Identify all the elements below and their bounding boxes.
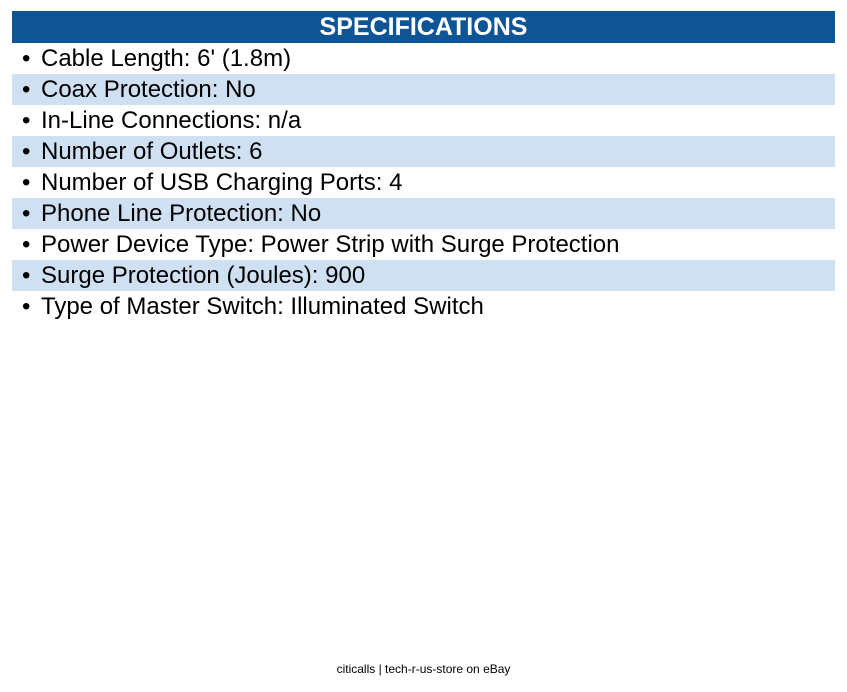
specifications-header: SPECIFICATIONS — [12, 11, 835, 43]
spec-item: • Power Device Type: Power Strip with Sur… — [12, 229, 835, 260]
bullet-icon: • — [22, 45, 31, 72]
spec-item: • Type of Master Switch: Illuminated Swit… — [12, 291, 835, 322]
spec-text: Coax Protection: No — [41, 76, 256, 103]
spec-text: In-Line Connections: n/a — [41, 107, 302, 134]
spec-text: Number of Outlets: 6 — [41, 138, 263, 165]
spec-item: • Coax Protection: No — [12, 74, 835, 105]
footer-credit: citicalls | tech-r-us-store on eBay — [336, 662, 511, 676]
spec-item: • Surge Protection (Joules): 900 — [12, 260, 835, 291]
spec-item: • In-Line Connections: n/a — [12, 105, 835, 136]
specifications-list: • Cable Length: 6' (1.8m) • Coax Protectio… — [12, 43, 835, 322]
bullet-icon: • — [22, 138, 31, 165]
bullet-icon: • — [22, 293, 31, 320]
spec-text: Type of Master Switch: Illuminated Switc… — [41, 293, 484, 320]
bullet-icon: • — [22, 231, 31, 258]
spec-text: Number of USB Charging Ports: 4 — [41, 169, 403, 196]
spec-item: • Cable Length: 6' (1.8m) — [12, 43, 835, 74]
spec-item: • Phone Line Protection: No — [12, 198, 835, 229]
bullet-icon: • — [22, 169, 31, 196]
spec-item: • Number of Outlets: 6 — [12, 136, 835, 167]
spec-item: • Number of USB Charging Ports: 4 — [12, 167, 835, 198]
bullet-icon: • — [22, 107, 31, 134]
spec-text: Power Device Type: Power Strip with Surg… — [41, 231, 620, 258]
bullet-icon: • — [22, 200, 31, 227]
bullet-icon: • — [22, 262, 31, 289]
spec-text: Surge Protection (Joules): 900 — [41, 262, 366, 289]
spec-text: Phone Line Protection: No — [41, 200, 322, 227]
spec-text: Cable Length: 6' (1.8m) — [41, 45, 292, 72]
bullet-icon: • — [22, 76, 31, 103]
